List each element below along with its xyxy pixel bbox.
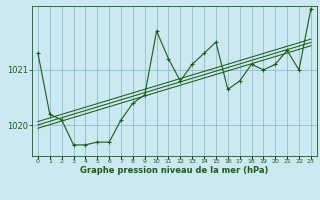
X-axis label: Graphe pression niveau de la mer (hPa): Graphe pression niveau de la mer (hPa) (80, 166, 268, 175)
